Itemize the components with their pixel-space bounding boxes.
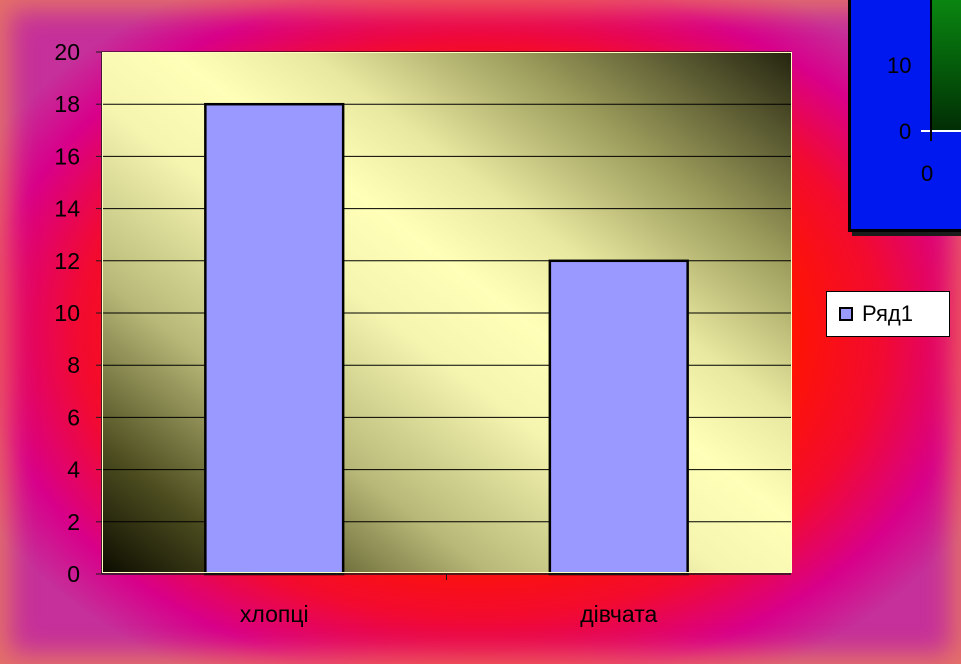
y-tick-label: 12 [54, 248, 80, 274]
y-tick-label: 4 [67, 457, 80, 483]
y-tick-label: 10 [54, 300, 80, 326]
y-tick-label: 16 [54, 143, 80, 169]
bar [204, 102, 345, 576]
y-tick-label: 14 [54, 196, 80, 222]
bar [548, 259, 689, 576]
bars [204, 102, 689, 576]
partial-chart: 10 0 0 [848, 0, 961, 232]
partial-y-tick-label: 0 [899, 119, 911, 144]
x-tick-label: дівчата [580, 601, 657, 627]
partial-chart-axes: 10 0 0 [887, 0, 961, 186]
y-tick-label: 0 [67, 561, 80, 587]
y-tick-label: 8 [67, 352, 80, 378]
legend-label: Ряд1 [862, 301, 913, 326]
y-tick-labels: 0 2 4 6 8 10 12 14 16 18 20 [54, 39, 102, 587]
legend-swatch [839, 307, 853, 321]
y-tick-label: 2 [67, 509, 80, 535]
partial-x-tick-label: 0 [921, 161, 933, 186]
partial-y-tick-label: 10 [887, 53, 911, 78]
x-tick-label: хлопці [240, 601, 309, 627]
legend: Ряд1 [826, 291, 950, 337]
y-tick-label: 6 [67, 404, 80, 430]
y-tick-label: 18 [54, 91, 80, 117]
y-tick-label: 20 [54, 39, 80, 65]
x-tick-labels: хлопці дівчата [240, 574, 657, 627]
